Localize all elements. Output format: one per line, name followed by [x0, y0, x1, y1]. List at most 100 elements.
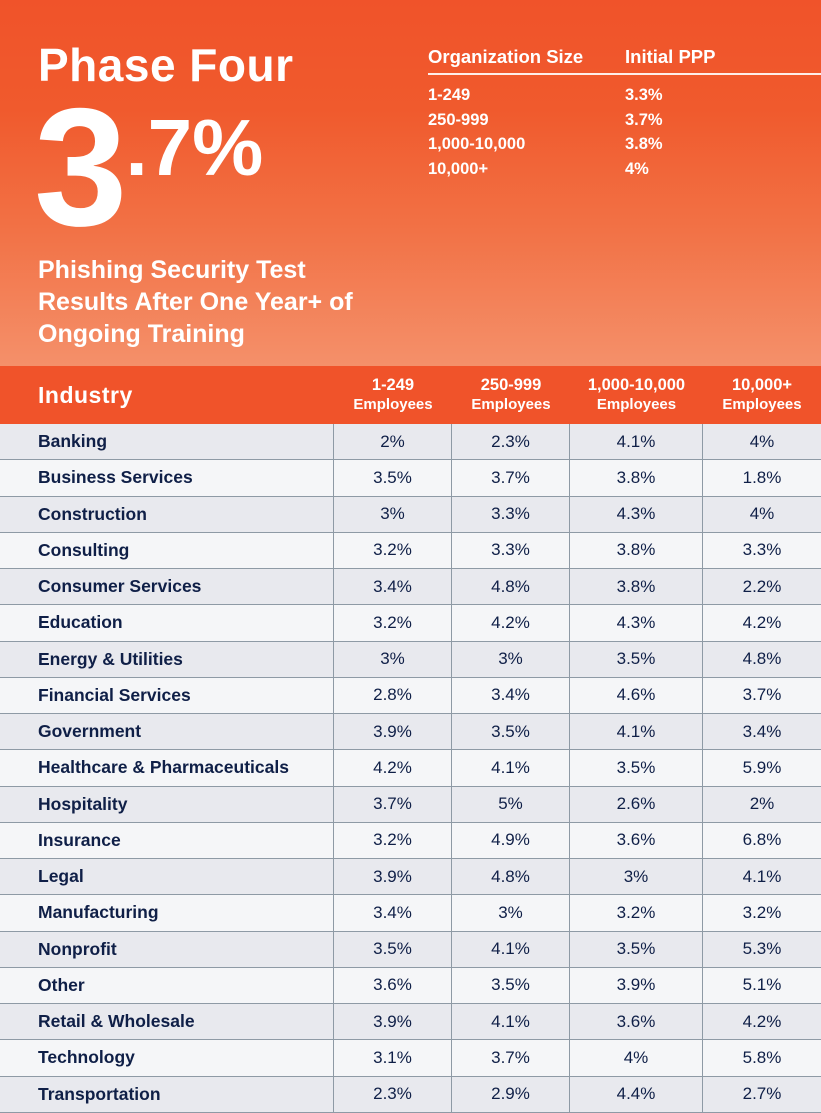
rate-cell: 3.8%: [570, 569, 703, 605]
initial-ppp-row: 1-249 3.3%: [428, 83, 821, 108]
hero-subtitle: Phishing Security Test Results After One…: [38, 256, 353, 348]
initial-ppp-table: Organization Size Initial PPP 1-249 3.3% 2…: [428, 46, 821, 181]
rate-cell: 2%: [334, 424, 452, 460]
rate-cell: 3.7%: [334, 786, 452, 822]
rate-cell: 4.1%: [570, 424, 703, 460]
industry-name: Banking: [0, 424, 334, 460]
rate-cell: 3.4%: [742, 721, 782, 741]
rate-cell: 4.1%: [452, 931, 570, 967]
rate-cell: 4.2%: [334, 750, 452, 786]
initial-ppp-rows: 1-249 3.3% 250-999 3.7% 1,000-10,000 3.8% 10,0…: [428, 83, 821, 181]
table-row: Retail & Wholesale 3.9% 4.1% 3.6% 4.2%: [0, 1004, 821, 1041]
initial-ppp-value: 4%: [625, 159, 649, 178]
column-unit-label: Employees: [722, 396, 802, 413]
rate-cell: 5.3%: [742, 939, 782, 959]
initial-ppp-value: 3.7%: [625, 110, 663, 129]
rate-cell: 2%: [749, 794, 775, 814]
rate-cell: 2.7%: [742, 1084, 782, 1104]
rate-cell: 3.3%: [742, 540, 782, 560]
industry-name: Business Services: [0, 460, 334, 496]
industry-name: Retail & Wholesale: [0, 1004, 334, 1040]
hero-banner: Phase Four 3 .7% Phishing Security Test …: [0, 0, 821, 366]
table-row: Healthcare & Pharmaceuticals 4.2% 4.1% 3.5%…: [0, 750, 821, 787]
rate-cell: 3%: [452, 895, 570, 931]
rate-cell: 4.8%: [452, 569, 570, 605]
industry-column-header: Industry: [38, 381, 133, 408]
rate-cell: 5.1%: [742, 975, 782, 995]
industry-name: Consumer Services: [0, 569, 334, 605]
industry-name: Consulting: [0, 532, 334, 568]
rate-cell: 3.5%: [452, 714, 570, 750]
rate-cell: 5%: [452, 786, 570, 822]
industry-name: Education: [0, 605, 334, 641]
rate-cell: 3.2%: [570, 895, 703, 931]
column-size-label: 1,000-10,000: [587, 376, 686, 394]
org-size-value: 250-999: [428, 110, 489, 129]
industry-name: Manufacturing: [0, 895, 334, 931]
rate-cell: 4.2%: [742, 612, 782, 632]
rate-cell: 3.4%: [334, 569, 452, 605]
rate-cell: 4.3%: [570, 496, 703, 532]
table-row: Education 3.2% 4.2% 4.3% 4.2%: [0, 605, 821, 642]
rate-cell: 4.1%: [452, 750, 570, 786]
column-unit-label: Employees: [471, 396, 551, 413]
rate-cell: 1.8%: [742, 467, 782, 487]
phase-title: Phase Four: [38, 39, 294, 91]
rate-cell: 3.9%: [334, 714, 452, 750]
initial-ppp-value: 3.3%: [625, 86, 663, 104]
rate-cell: 3.7%: [452, 460, 570, 496]
industry-name: Government: [0, 714, 334, 750]
rate-cell: 3.2%: [334, 532, 452, 568]
rate-cell: 3.4%: [452, 677, 570, 713]
industry-table-header: Industry 1-249 Employees 250-999 Employe…: [0, 366, 821, 424]
table-row: Government 3.9% 3.5% 4.1% 3.4%: [0, 714, 821, 751]
rate-cell: 3.1%: [334, 1040, 452, 1076]
rate-cell: 3.3%: [452, 532, 570, 568]
rate-cell: 4.8%: [452, 859, 570, 895]
rate-cell: 4%: [749, 431, 775, 451]
column-header-1-249: 1-249 Employees: [334, 376, 452, 414]
rate-cell: 4.2%: [452, 605, 570, 641]
headline-stat-decimal: .7%: [125, 103, 264, 192]
column-size-label: 1-249: [371, 376, 415, 394]
column-unit-label: Employees: [353, 396, 433, 413]
column-header-250-999: 250-999 Employees: [452, 376, 570, 414]
table-row: Business Services 3.5% 3.7% 3.8% 1.8%: [0, 460, 821, 497]
rate-cell: 3.9%: [334, 1004, 452, 1040]
rate-cell: 4.3%: [570, 605, 703, 641]
table-row: Banking 2% 2.3% 4.1% 4%: [0, 424, 821, 461]
initial-ppp-header-label: Initial PPP: [625, 46, 716, 67]
rate-cell: 3.6%: [334, 967, 452, 1003]
rate-cell: 2.3%: [334, 1076, 452, 1112]
table-row: Consulting 3.2% 3.3% 3.8% 3.3%: [0, 532, 821, 569]
rate-cell: 4.6%: [570, 677, 703, 713]
rate-cell: 4%: [749, 504, 775, 524]
headline-stat-integer: 3: [34, 73, 127, 261]
rate-cell: 3.9%: [570, 967, 703, 1003]
rate-cell: 3%: [570, 859, 703, 895]
industry-name: Hospitality: [0, 786, 334, 822]
rate-cell: 3.8%: [570, 532, 703, 568]
table-row: Energy & Utilities 3% 3% 3.5% 4.8%: [0, 641, 821, 678]
rate-cell: 3.5%: [452, 967, 570, 1003]
initial-ppp-row: 10,000+ 4%: [428, 157, 821, 182]
rate-cell: 2.6%: [570, 786, 703, 822]
rate-cell: 3.6%: [570, 1004, 703, 1040]
rate-cell: 3.8%: [570, 460, 703, 496]
rate-cell: 3.5%: [570, 641, 703, 677]
table-row: Other 3.6% 3.5% 3.9% 5.1%: [0, 967, 821, 1004]
table-row: Construction 3% 3.3% 4.3% 4%: [0, 496, 821, 533]
industry-name: Energy & Utilities: [0, 641, 334, 677]
industry-name: Technology: [0, 1040, 334, 1076]
rate-cell: 2.3%: [452, 424, 570, 460]
table-row: Consumer Services 3.4% 4.8% 3.8% 2.2%: [0, 569, 821, 606]
column-header-10000-plus: 10,000+ Employees: [703, 376, 821, 414]
rate-cell: 5.8%: [742, 1047, 782, 1067]
rate-cell: 4.1%: [742, 866, 782, 886]
initial-ppp-value: 3.8%: [625, 135, 663, 153]
rate-cell: 4.4%: [570, 1076, 703, 1112]
table-row: Manufacturing 3.4% 3% 3.2% 3.2%: [0, 895, 821, 932]
org-size-value: 1-249: [428, 86, 471, 104]
rate-cell: 3.3%: [452, 496, 570, 532]
rate-cell: 3%: [452, 641, 570, 677]
